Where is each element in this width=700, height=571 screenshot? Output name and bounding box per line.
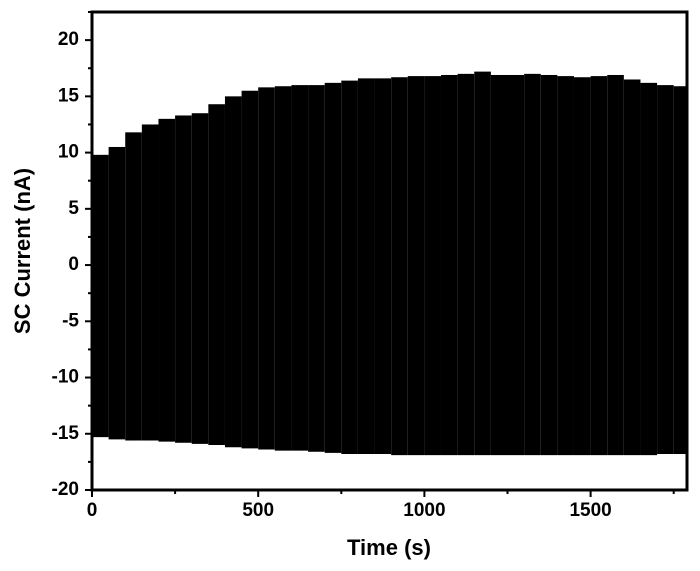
signal-band — [92, 154, 109, 438]
y-tick-label: -5 — [62, 310, 79, 331]
signal-band — [540, 74, 558, 456]
signal-band — [175, 115, 192, 443]
y-tick-label: -10 — [52, 367, 79, 388]
signal-band — [607, 74, 624, 456]
signal-band — [573, 77, 591, 456]
signal-band — [108, 146, 126, 440]
signal-band — [141, 124, 159, 441]
signal-band — [125, 132, 142, 441]
signal-band — [158, 118, 176, 442]
signal-band — [291, 85, 309, 451]
signal-band — [657, 85, 674, 455]
signal-band — [208, 104, 225, 446]
y-tick-label: 5 — [68, 198, 79, 219]
signal-band — [258, 87, 275, 450]
x-axis-label: Time (s) — [347, 535, 431, 560]
x-tick-label: 1500 — [569, 500, 611, 521]
x-tick-label: 1000 — [403, 500, 445, 521]
signal-band — [374, 78, 392, 455]
signal-band — [308, 85, 325, 452]
signal-band — [474, 71, 491, 456]
y-tick-label: 15 — [58, 85, 80, 106]
signal-band — [341, 80, 358, 455]
plot-frame — [90, 10, 689, 492]
signal-band — [191, 113, 209, 444]
signal-band — [557, 76, 574, 456]
y-tick-label: 10 — [58, 142, 79, 163]
y-tick-label: 20 — [58, 29, 79, 50]
signal-band — [507, 74, 525, 456]
signal-band — [241, 90, 259, 449]
signal-band — [490, 74, 508, 456]
signal-band — [324, 82, 342, 453]
signal-band — [590, 76, 608, 456]
signal-band — [357, 78, 375, 455]
signal-band — [623, 79, 641, 456]
signal-band — [391, 77, 408, 456]
signal-band — [673, 86, 687, 455]
signal-band — [457, 73, 475, 456]
signal-band — [524, 73, 541, 456]
signal-band — [407, 76, 425, 456]
x-tick-label: 0 — [87, 500, 98, 521]
signal-band — [224, 96, 242, 448]
x-tick-label: 500 — [242, 500, 274, 521]
signal-band — [640, 82, 658, 456]
signal-band — [441, 74, 458, 456]
y-tick-label: -15 — [52, 423, 80, 444]
y-tick-label: -20 — [52, 479, 79, 500]
y-axis-label: SC Current (nA) — [10, 168, 35, 334]
signal-band — [274, 86, 292, 451]
y-tick-label: 0 — [68, 254, 79, 275]
signal-band — [424, 76, 442, 456]
